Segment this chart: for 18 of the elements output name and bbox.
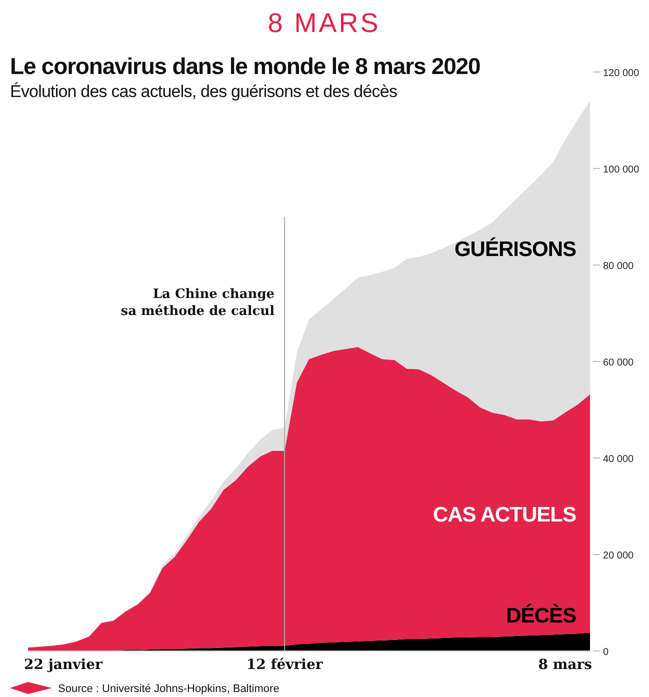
source-note: Source : Université Johns-Hopkins, Baltimore — [58, 683, 280, 695]
y-tick-label: 0 — [603, 647, 609, 658]
y-tick-label: 120 000 — [603, 68, 640, 79]
y-tick-label: 100 000 — [603, 164, 640, 176]
y-tick-label: 40 000 — [603, 454, 634, 465]
ref-line-label: La Chine change sa méthode de calcul — [120, 287, 275, 319]
y-tick-label: 60 000 — [603, 358, 634, 368]
x-tick-label: 22 janvier — [24, 657, 104, 673]
series-label: GUÉRISONS — [454, 236, 576, 261]
text: 8 MARS — [268, 8, 380, 38]
chart-title: Le coronavirus dans le monde le 8 mars 2020 — [10, 53, 480, 79]
series-label: DÉCÈS — [506, 604, 576, 628]
y-tick-label: 20 000 — [603, 550, 634, 562]
x-tick-label: 8 mars — [538, 657, 592, 673]
series-label: CAS ACTUELS — [432, 503, 576, 526]
x-tick-label: 12 février — [246, 657, 324, 673]
y-tick-label: 80 000 — [603, 261, 634, 272]
text: Évolution des cas actuels, des guérisons et des décès — [10, 82, 398, 101]
